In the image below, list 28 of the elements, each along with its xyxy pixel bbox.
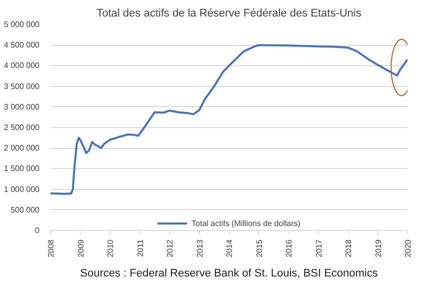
x-tick-label: 2012 [166,238,174,258]
y-tick-label: 1 500 000 [4,164,40,174]
x-tick-label: 2019 [374,238,383,258]
legend-label: Total actifs (Millions de dollars) [192,218,300,228]
source-note: Sources : Federal Reserve Bank of St. Louis, BSI Economics [80,268,378,280]
y-tick-label: 2 500 000 [4,123,40,132]
x-tick-label: 2013 [195,238,204,258]
chart-title: Total des actifs de la Réserve Fédérale des Etats-Unis [96,8,362,20]
x-tick-label: 2018 [344,238,353,258]
y-tick-label: 3 000 000 [4,102,40,112]
y-tick-label: 4 000 000 [4,61,40,70]
y-tick-label: 4 500 000 [4,40,40,50]
x-tick-label: 2008 [46,238,56,258]
y-tick-label: 0 [35,226,40,235]
x-tick-label: 2015 [254,238,264,258]
y-tick-label: 3 500 000 [4,82,40,91]
y-tick-label: 5 000 000 [4,20,40,29]
x-tick-label: 2020 [404,238,412,258]
y-tick-label: 500 000 [10,205,40,214]
x-tick-label: 2010 [106,238,115,258]
x-tick-label: 2009 [76,238,86,258]
x-tick-label: 2017 [314,238,324,258]
y-tick-label: 2 000 000 [4,144,40,153]
x-tick-label: 2016 [284,238,294,258]
y-tick-label: 1 000 000 [4,184,40,194]
x-tick-label: 2014 [225,238,234,258]
x-tick-label: 2011 [136,238,145,257]
line-series [50,44,408,195]
